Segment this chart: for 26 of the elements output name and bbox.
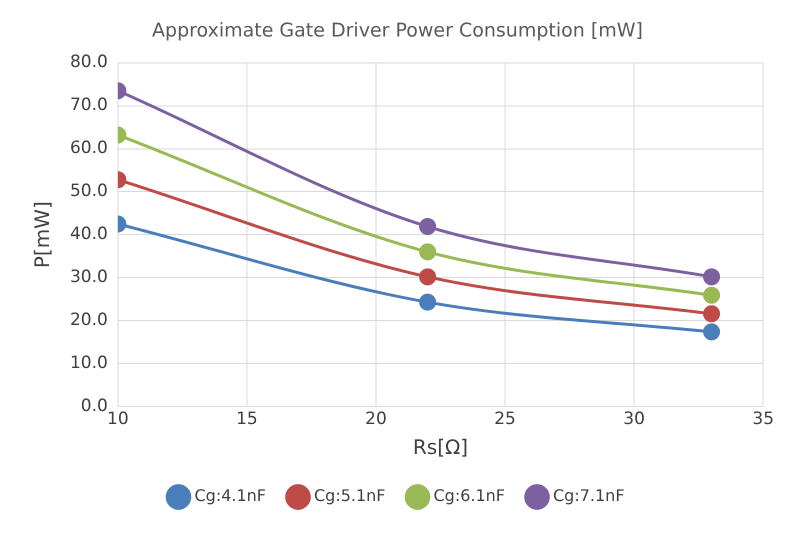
point: [703, 323, 720, 340]
x-tick-label: 15: [236, 409, 258, 430]
y-tick-label: 70.0: [70, 95, 108, 116]
legend-label: Cg:4.1nF: [194, 486, 266, 506]
x-tick-label: 35: [752, 409, 774, 430]
x-tick-label: 10: [107, 409, 129, 430]
x-axis-title: Rs[Ω]: [412, 435, 468, 460]
y-tick-label: 20.0: [70, 310, 108, 330]
point: [703, 268, 720, 286]
point: [703, 305, 720, 322]
y-tick-label: 50.0: [70, 181, 108, 202]
y-tick-label: 80.0: [70, 52, 108, 72]
y-tick-label: 40.0: [70, 224, 108, 244]
y-tick-label: 10.0: [70, 353, 108, 374]
chart-title: Approximate Gate Driver Power Consumption [mW]: [152, 19, 643, 42]
x-tick-label: 20: [365, 409, 387, 430]
y-tick-label: 0.0: [80, 396, 108, 416]
point: [703, 286, 720, 304]
legend-label: Cg:5.1nF: [314, 486, 386, 506]
y-axis-title: P[mW]: [30, 201, 54, 268]
legend-label: Cg:7.1nF: [553, 486, 625, 506]
legend-label: Cg:6.1nF: [434, 486, 506, 506]
y-tick-label: 60.0: [70, 138, 108, 158]
x-tick-label: 30: [623, 409, 645, 430]
x-tick-label: 25: [494, 409, 516, 430]
y-tick-label: 30.0: [70, 267, 108, 288]
